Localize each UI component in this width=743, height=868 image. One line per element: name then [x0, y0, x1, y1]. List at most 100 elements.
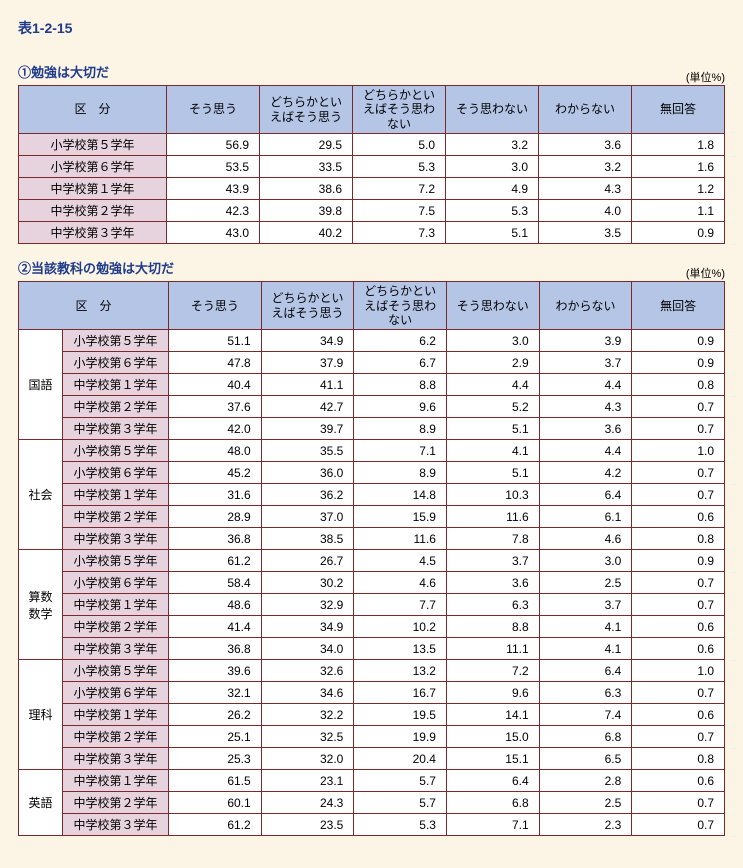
cell: 40.4: [169, 374, 262, 396]
row-label: 中学校第３学年: [63, 418, 169, 440]
cell: 42.7: [261, 396, 354, 418]
cell: 32.1: [169, 682, 262, 704]
row-label: 中学校第３学年: [19, 222, 167, 244]
cell: 6.8: [446, 792, 539, 814]
row-label: 小学校第６学年: [63, 352, 169, 374]
cell: 7.1: [354, 440, 447, 462]
cell: 36.8: [169, 528, 262, 550]
cell: 37.0: [261, 506, 354, 528]
cell: 6.3: [539, 682, 632, 704]
cell: 4.2: [539, 462, 632, 484]
row-label: 小学校第５学年: [19, 134, 167, 156]
row-label: 中学校第２学年: [63, 792, 169, 814]
cell: 3.9: [539, 330, 632, 352]
cell: 34.9: [261, 616, 354, 638]
cell: 6.1: [539, 506, 632, 528]
col-header: どちらかといえばそう思わない: [354, 282, 447, 330]
cell: 19.9: [354, 726, 447, 748]
cell: 2.3: [539, 814, 632, 836]
cell: 25.1: [169, 726, 262, 748]
cell: 24.3: [261, 792, 354, 814]
cell: 9.6: [354, 396, 447, 418]
cell: 60.1: [169, 792, 262, 814]
cell: 1.2: [632, 178, 725, 200]
row-label: 小学校第６学年: [63, 682, 169, 704]
cell: 38.5: [261, 528, 354, 550]
col-header: どちらかといえばそう思う: [260, 86, 353, 134]
cell: 4.4: [446, 374, 539, 396]
cell: 3.6: [539, 418, 632, 440]
subject-label: 算数数学: [19, 550, 63, 660]
cell: 26.7: [261, 550, 354, 572]
row-label: 小学校第６学年: [19, 156, 167, 178]
col-header: わからない: [539, 86, 632, 134]
cell: 14.1: [446, 704, 539, 726]
cell: 15.1: [446, 748, 539, 770]
cell: 1.0: [632, 440, 725, 462]
cell: 2.5: [539, 792, 632, 814]
cell: 4.3: [539, 396, 632, 418]
cell: 15.9: [354, 506, 447, 528]
cell: 6.8: [539, 726, 632, 748]
cell: 9.6: [446, 682, 539, 704]
cell: 7.2: [446, 660, 539, 682]
col-header: わからない: [539, 282, 632, 330]
cell: 30.2: [261, 572, 354, 594]
cell: 0.6: [632, 704, 725, 726]
row-label: 中学校第３学年: [63, 748, 169, 770]
cell: 61.2: [169, 550, 262, 572]
cell: 33.5: [260, 156, 353, 178]
cell: 23.1: [261, 770, 354, 792]
row-label: 小学校第６学年: [63, 462, 169, 484]
cell: 3.0: [539, 550, 632, 572]
cell: 6.5: [539, 748, 632, 770]
cell: 0.7: [632, 726, 725, 748]
row-label: 中学校第２学年: [63, 726, 169, 748]
cell: 4.6: [354, 572, 447, 594]
cell: 45.2: [169, 462, 262, 484]
col-header: そう思う: [169, 282, 262, 330]
cell: 1.8: [632, 134, 725, 156]
cell: 4.1: [446, 440, 539, 462]
row-label: 中学校第３学年: [63, 528, 169, 550]
cell: 25.3: [169, 748, 262, 770]
cell: 32.0: [261, 748, 354, 770]
cell: 37.9: [261, 352, 354, 374]
cell: 0.6: [632, 616, 725, 638]
cell: 34.6: [261, 682, 354, 704]
cell: 26.2: [169, 704, 262, 726]
row-label: 小学校第５学年: [63, 550, 169, 572]
cell: 36.8: [169, 638, 262, 660]
cell: 3.7: [539, 594, 632, 616]
cell: 4.9: [446, 178, 539, 200]
cell: 13.2: [354, 660, 447, 682]
row-label: 中学校第１学年: [19, 178, 167, 200]
cell: 42.0: [169, 418, 262, 440]
cell: 61.5: [169, 770, 262, 792]
cell: 2.8: [539, 770, 632, 792]
row-label: 小学校第５学年: [63, 660, 169, 682]
cell: 5.1: [446, 462, 539, 484]
unit-label-1: (単位%): [686, 69, 725, 85]
cell: 34.0: [261, 638, 354, 660]
table1-title: ①勉強は大切だ: [18, 62, 109, 81]
cell: 61.2: [169, 814, 262, 836]
cell: 5.7: [354, 770, 447, 792]
row-label: 中学校第１学年: [63, 770, 169, 792]
cell: 0.7: [632, 462, 725, 484]
cell: 0.9: [632, 352, 725, 374]
cell: 32.5: [261, 726, 354, 748]
cell: 1.6: [632, 156, 725, 178]
cell: 3.7: [539, 352, 632, 374]
cell: 28.9: [169, 506, 262, 528]
row-label: 中学校第２学年: [19, 200, 167, 222]
cell: 7.2: [353, 178, 446, 200]
row-label: 中学校第２学年: [63, 396, 169, 418]
cell: 4.6: [539, 528, 632, 550]
cell: 47.8: [169, 352, 262, 374]
row-label: 中学校第１学年: [63, 374, 169, 396]
table2: 区 分そう思うどちらかといえばそう思うどちらかといえばそう思わないそう思わないわ…: [18, 281, 725, 836]
cell: 6.2: [354, 330, 447, 352]
cell: 11.6: [354, 528, 447, 550]
cell: 34.9: [261, 330, 354, 352]
